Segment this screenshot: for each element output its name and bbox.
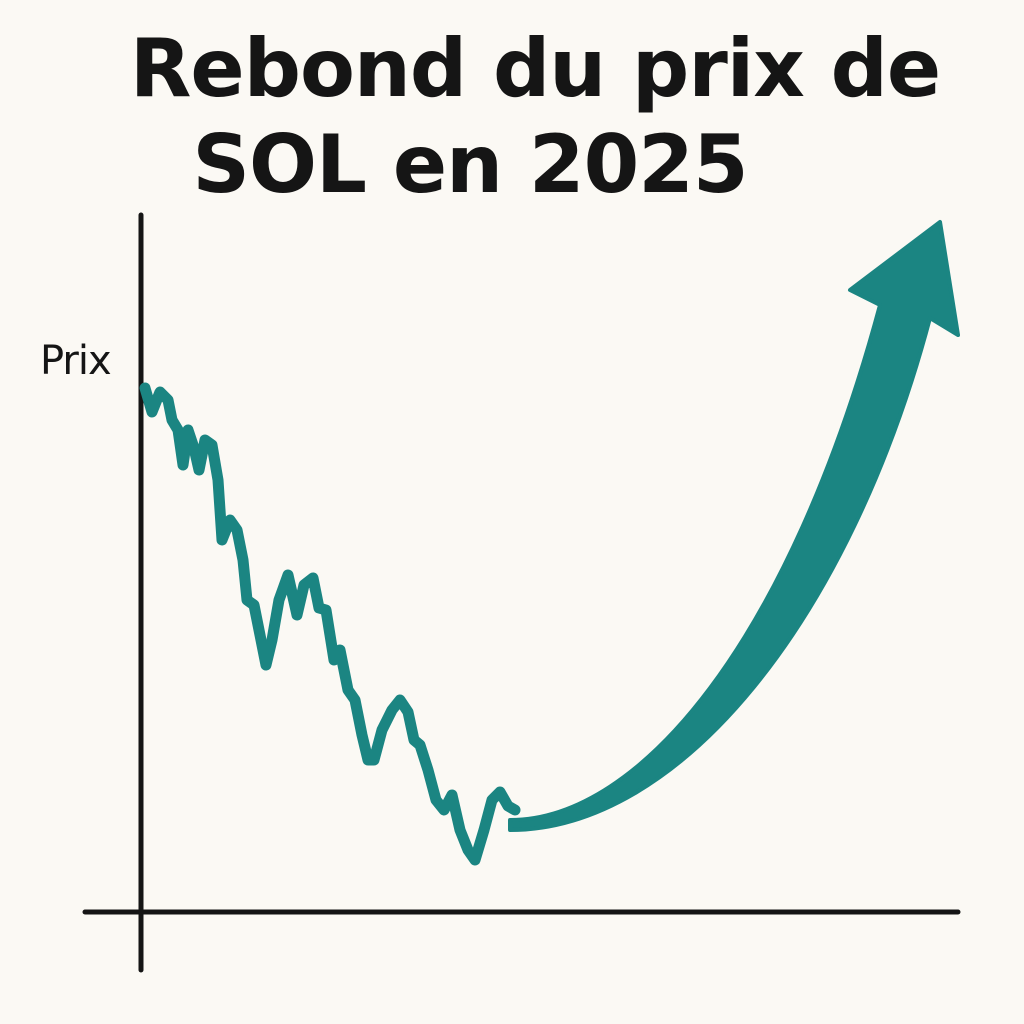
y-axis-label: Prix [40, 338, 112, 384]
price-line [139, 382, 521, 866]
chart-title: SOL en 2025 [192, 118, 748, 211]
rebound-arrow [508, 220, 960, 832]
chart-title: Rebond du prix de [129, 22, 941, 115]
